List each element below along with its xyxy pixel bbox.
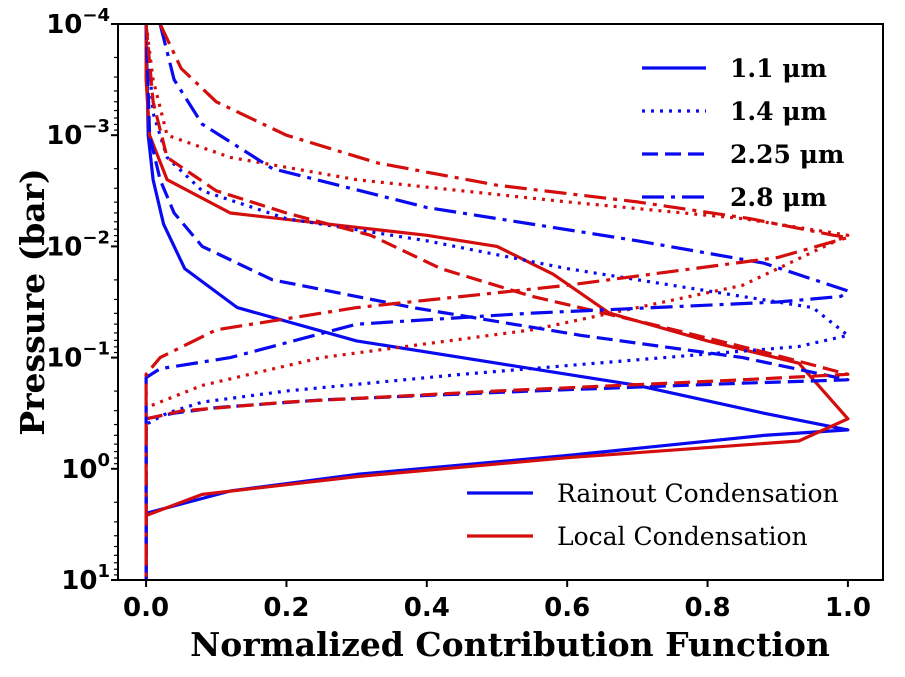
x-tick-label: 0.6	[544, 593, 590, 623]
plot-frame	[117, 23, 884, 581]
legend-wavelength: 1.1 μm 1.4 μm 2.25 μm 2.8 μm	[642, 54, 844, 212]
y-tick-label: 10−1	[46, 339, 110, 374]
legend-model: Rainout Condensation Local Condensation	[467, 479, 839, 551]
legend-label: Rainout Condensation	[557, 479, 839, 508]
series-line-local-dotted	[144, 24, 850, 580]
x-tick-label: 1.0	[825, 593, 871, 623]
legend-label: Local Condensation	[557, 522, 808, 551]
y-tick-label: 10−3	[46, 116, 110, 151]
series-line-rainout-dashdot	[144, 24, 850, 580]
y-axis-title: Pressure (bar)	[13, 168, 52, 435]
legend-label: 2.25 μm	[730, 140, 844, 169]
x-tick-label: 0.2	[263, 593, 309, 623]
x-axis-title: Normalized Contribution Function	[190, 625, 830, 664]
legend-label: 2.8 μm	[730, 183, 827, 212]
legend-label: 1.1 μm	[730, 54, 827, 83]
y-tick-label: 100	[61, 450, 110, 485]
x-tick-label: 0.8	[685, 593, 731, 623]
legend-label: 1.4 μm	[730, 97, 827, 126]
series-line-local-dashdot	[144, 24, 850, 580]
y-tick-label: 10−2	[46, 227, 110, 262]
x-tick-label: 0.4	[404, 593, 450, 623]
y-tick-label: 10−4	[46, 5, 110, 40]
x-tick-label: 0.0	[123, 593, 169, 623]
y-tick-label: 101	[61, 561, 110, 596]
series-line-local-dashed	[144, 24, 850, 580]
series-line-rainout-dotted	[144, 24, 850, 580]
